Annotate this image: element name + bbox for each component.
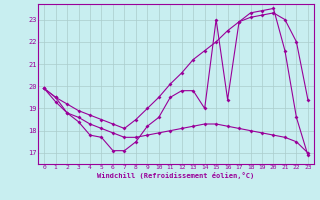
X-axis label: Windchill (Refroidissement éolien,°C): Windchill (Refroidissement éolien,°C) xyxy=(97,172,255,179)
